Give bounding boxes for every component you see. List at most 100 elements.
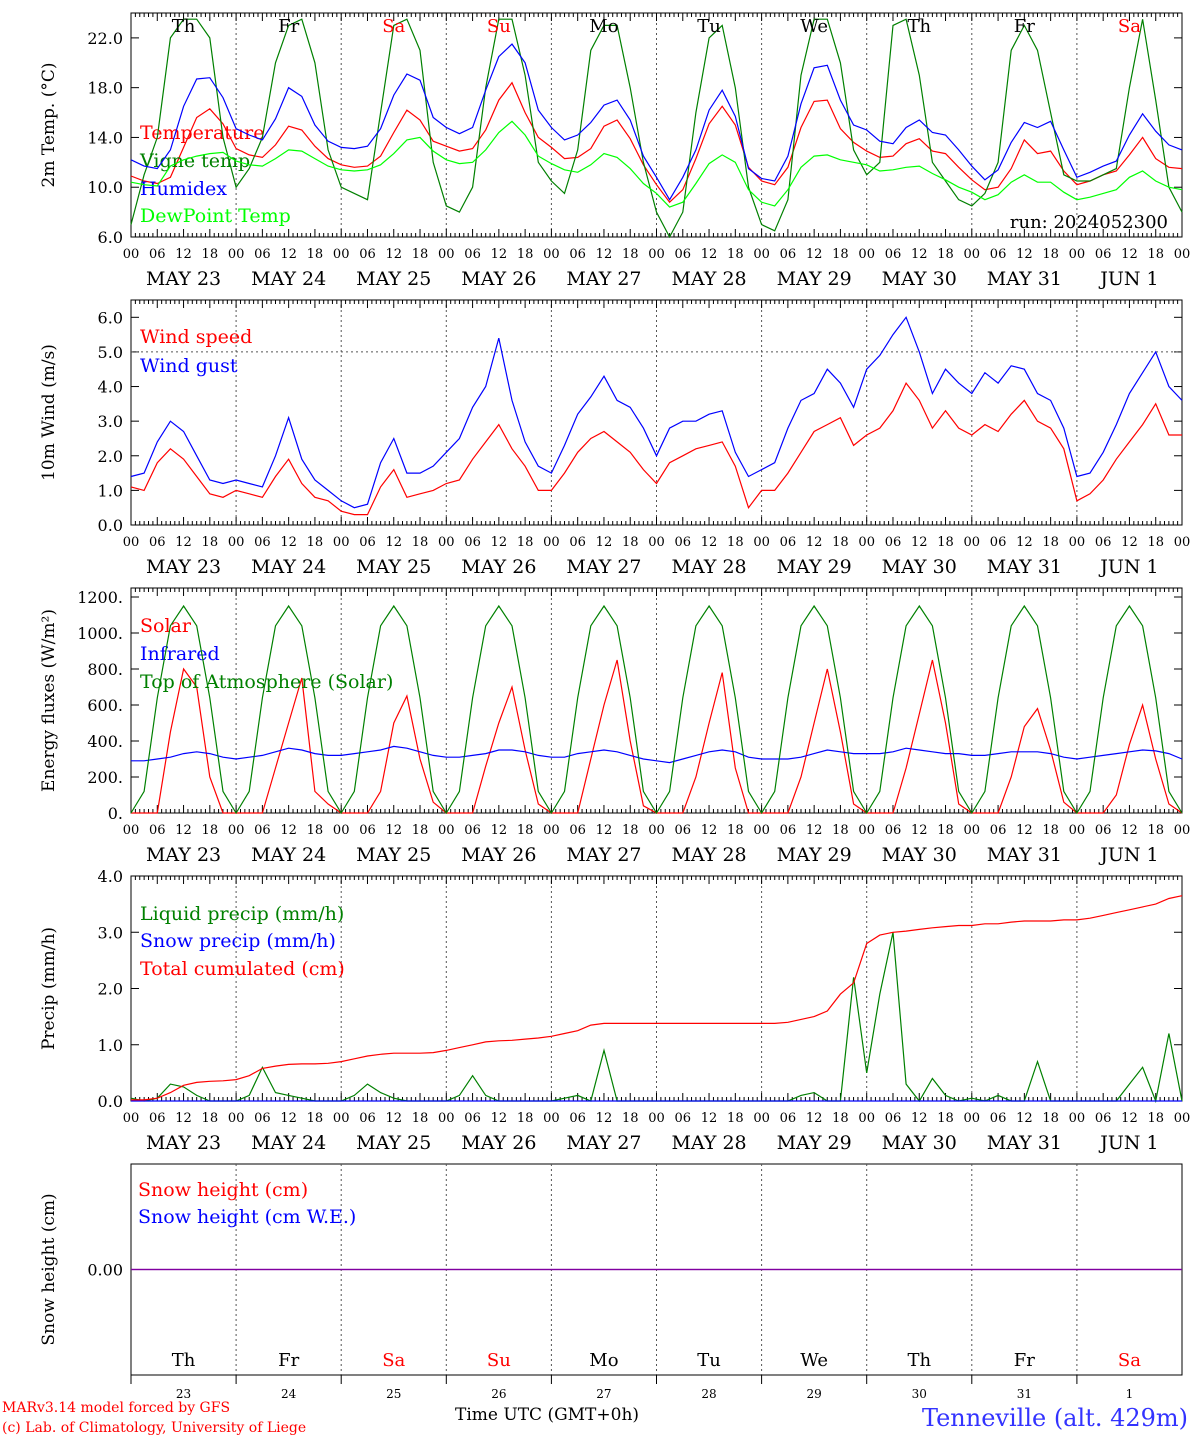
y-tick-label: 5.0 — [98, 343, 123, 362]
day-label: MAY 29 — [777, 844, 852, 866]
hour-tick-label: 12 — [491, 823, 508, 838]
hour-tick-label: 18 — [202, 247, 219, 262]
hour-tick-label: 12 — [1016, 535, 1033, 550]
day-label: MAY 27 — [566, 1132, 641, 1154]
series-line-3 — [131, 895, 1183, 1101]
hour-tick-label: 18 — [202, 823, 219, 838]
hour-tick-label: 06 — [885, 1111, 902, 1126]
day-number-label: 30 — [912, 1387, 927, 1401]
day-label: MAY 28 — [671, 1132, 746, 1154]
hour-tick-label: 18 — [412, 823, 429, 838]
day-number-label: 29 — [807, 1387, 822, 1401]
day-label: MAY 25 — [356, 844, 431, 866]
hour-tick-label: 12 — [806, 1111, 823, 1126]
hour-tick-label: 00 — [753, 1111, 770, 1126]
hour-tick-label: 12 — [385, 1111, 402, 1126]
hour-tick-label: 12 — [175, 247, 192, 262]
day-label: MAY 30 — [882, 268, 957, 290]
hour-tick-label: 00 — [123, 823, 140, 838]
hour-tick-label: 18 — [307, 1111, 324, 1126]
hour-tick-label: 18 — [202, 1111, 219, 1126]
hour-tick-label: 00 — [438, 823, 455, 838]
hour-tick-label: 12 — [385, 823, 402, 838]
weekday-label-bottom: Fr — [1014, 1350, 1035, 1371]
y-tick-label: 1000. — [77, 624, 123, 643]
weekday-label: Su — [487, 16, 511, 37]
hour-tick-label: 12 — [1016, 247, 1033, 262]
weekday-label: Tu — [697, 16, 721, 37]
hour-tick-label: 12 — [280, 247, 297, 262]
hour-tick-label: 18 — [937, 535, 954, 550]
hour-tick-label: 12 — [596, 1111, 613, 1126]
day-label: MAY 25 — [356, 556, 431, 578]
day-label: MAY 26 — [461, 1132, 536, 1154]
hour-tick-label: 00 — [1174, 1111, 1191, 1126]
chart-panel-5: 0.00 Snow height (cm) Snow height (cm) Snow… — [39, 1163, 1183, 1401]
day-label: MAY 23 — [146, 1132, 221, 1154]
hour-tick-label: 12 — [1016, 1111, 1033, 1126]
y-tick-label: 3.0 — [98, 412, 123, 431]
day-label: MAY 30 — [882, 556, 957, 578]
hour-tick-label: 06 — [464, 1111, 481, 1126]
hour-tick-label: 06 — [780, 247, 797, 262]
hour-tick-label: 00 — [438, 1111, 455, 1126]
day-label: MAY 31 — [987, 844, 1062, 866]
day-label: MAY 25 — [356, 268, 431, 290]
hour-tick-label: 00 — [228, 823, 245, 838]
hour-tick-label: 00 — [438, 247, 455, 262]
x-axis-title: Time UTC (GMT+0h) — [455, 1405, 639, 1425]
hour-tick-label: 18 — [622, 1111, 639, 1126]
y-axis-label: Snow height (cm) — [39, 1193, 59, 1345]
hour-tick-label: 06 — [149, 535, 166, 550]
weekday-label-bottom: Tu — [697, 1350, 721, 1371]
hour-tick-label: 00 — [333, 535, 350, 550]
hour-tick-label: 00 — [858, 823, 875, 838]
day-label: MAY 29 — [777, 268, 852, 290]
hour-tick-label: 00 — [228, 535, 245, 550]
hour-tick-label: 00 — [964, 247, 981, 262]
y-tick-label: 2.0 — [98, 980, 123, 999]
hour-tick-label: 06 — [780, 823, 797, 838]
day-number-label: 23 — [176, 1387, 191, 1401]
hour-tick-label: 06 — [254, 1111, 271, 1126]
hour-tick-label: 00 — [438, 535, 455, 550]
day-label: MAY 24 — [251, 1132, 326, 1154]
hour-tick-label: 06 — [359, 535, 376, 550]
day-label: JUN 1 — [1098, 844, 1158, 866]
y-axis-label: 10m Wind (m/s) — [39, 344, 59, 481]
hour-tick-label: 00 — [858, 535, 875, 550]
hour-tick-label: 06 — [569, 1111, 586, 1126]
hour-tick-label: 00 — [543, 1111, 560, 1126]
hour-tick-label: 06 — [569, 823, 586, 838]
day-label: MAY 27 — [566, 268, 641, 290]
legend-entry-3: Total cumulated (cm) — [140, 958, 345, 980]
day-label: MAY 26 — [461, 268, 536, 290]
hour-tick-label: 18 — [622, 535, 639, 550]
day-label: MAY 26 — [461, 556, 536, 578]
weekday-label: We — [800, 16, 828, 37]
y-tick-label: 0.00 — [87, 1261, 123, 1280]
hour-tick-label: 12 — [175, 1111, 192, 1126]
hour-tick-label: 06 — [1095, 535, 1112, 550]
run-label: run: 2024052300 — [1010, 212, 1168, 233]
hour-tick-label: 06 — [359, 823, 376, 838]
weekday-label-bottom: We — [800, 1350, 828, 1371]
y-tick-label: 6.0 — [98, 228, 123, 247]
y-tick-label: 600. — [87, 696, 123, 715]
hour-tick-label: 18 — [1147, 535, 1164, 550]
hour-tick-label: 06 — [254, 247, 271, 262]
hour-tick-label: 06 — [780, 1111, 797, 1126]
chart-panel-3: 0. 200. 400. 600. 800. 1000. 1200. Energy fluxe… — [39, 587, 1190, 866]
hour-tick-label: 12 — [491, 247, 508, 262]
hour-tick-label: 00 — [123, 1111, 140, 1126]
y-tick-label: 1.0 — [98, 1036, 123, 1055]
hour-tick-label: 06 — [359, 1111, 376, 1126]
hour-tick-label: 00 — [753, 535, 770, 550]
hour-tick-label: 12 — [701, 535, 718, 550]
weekday-label-bottom: Mo — [589, 1350, 618, 1371]
hour-tick-label: 00 — [753, 823, 770, 838]
day-number-label: 28 — [701, 1387, 716, 1401]
series-line-3 — [130, 604, 1183, 815]
hour-tick-label: 18 — [412, 535, 429, 550]
